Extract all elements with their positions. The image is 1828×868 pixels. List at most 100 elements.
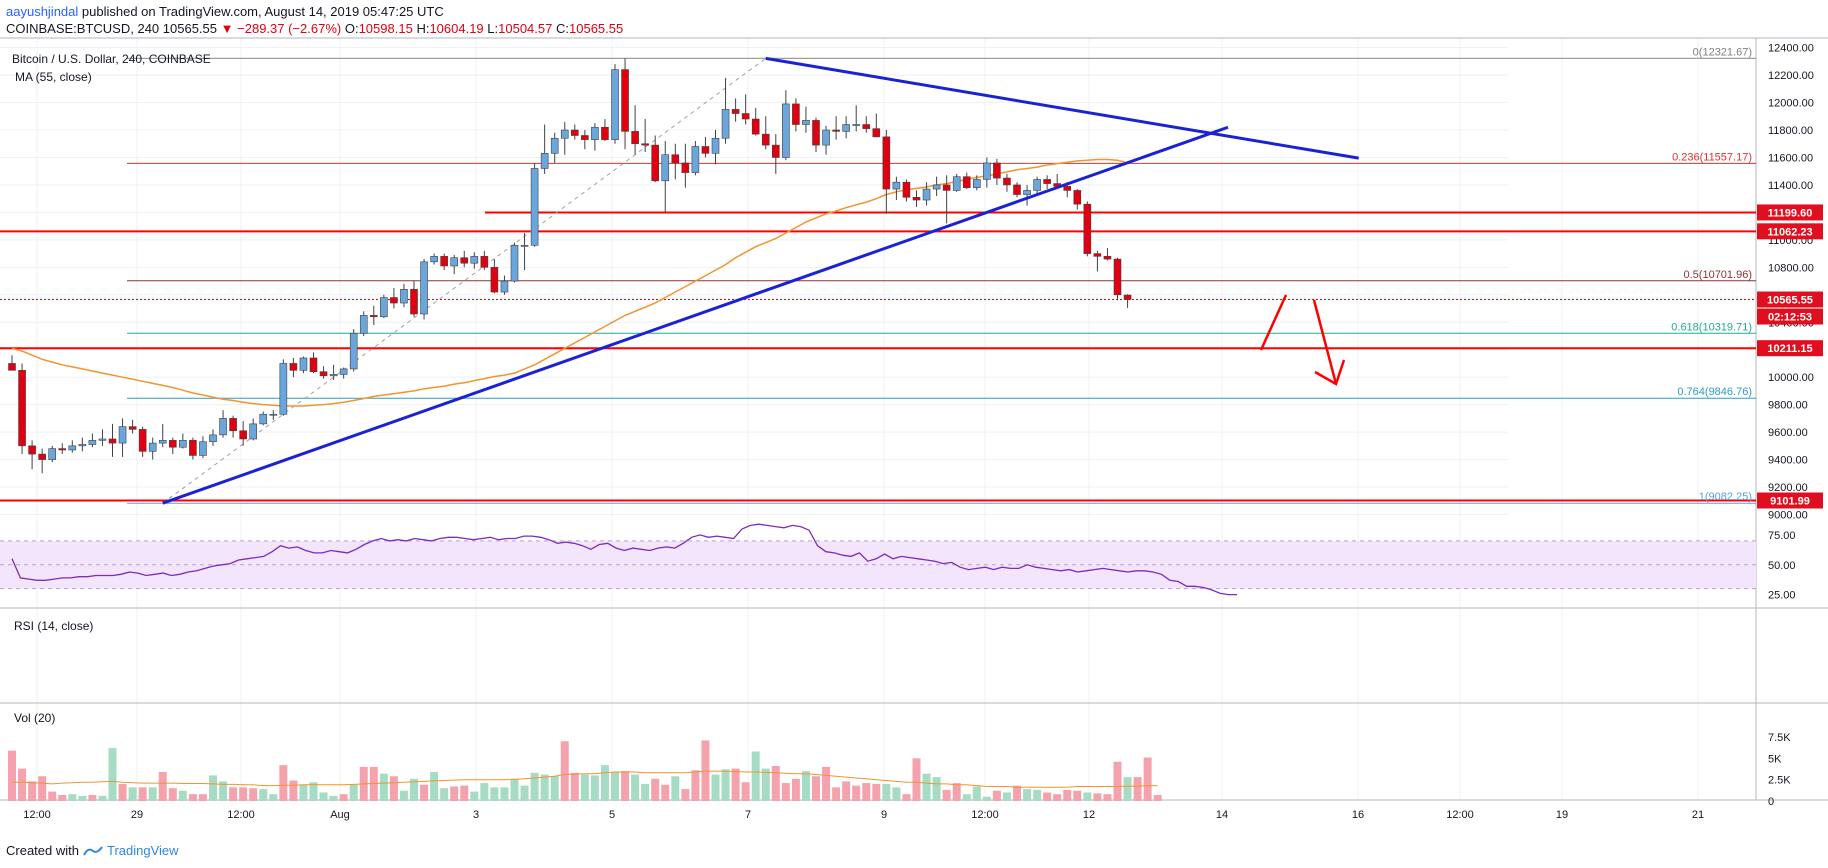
candle: [189, 437, 197, 460]
volume-bar: [902, 794, 911, 801]
candle: [1023, 184, 1031, 206]
volume-bar: [440, 788, 449, 801]
price-tick: 11800.00: [1768, 125, 1813, 137]
candle-body: [500, 280, 509, 293]
volume-bar: [339, 794, 348, 801]
candle: [530, 162, 539, 247]
fib-label: 0.236(11557.17): [1672, 151, 1752, 163]
candle: [983, 157, 991, 188]
candle: [731, 98, 740, 122]
fib-label: 0.5(10701.96): [1684, 269, 1753, 281]
volume-bar: [1113, 761, 1122, 801]
candle-body: [882, 136, 891, 190]
volume-tick: 2.5K: [1768, 775, 1791, 787]
candle: [1083, 201, 1092, 257]
rsi-legend: RSI (14, close): [14, 619, 93, 633]
candle-body: [651, 144, 660, 182]
candle-body: [1123, 294, 1132, 300]
volume-bar: [279, 765, 288, 801]
price-tick: 9800.00: [1768, 400, 1808, 412]
candle: [651, 135, 660, 183]
candle: [1003, 173, 1011, 192]
price-label-text: 9101.99: [1770, 496, 1810, 508]
candle-body: [570, 129, 579, 136]
candle-body: [98, 438, 107, 441]
price-label-bg: [1757, 204, 1823, 221]
time-tick: 12: [1083, 809, 1095, 821]
candle-body: [158, 440, 167, 444]
candle: [681, 143, 690, 188]
candle: [400, 283, 408, 308]
candle-body: [199, 441, 207, 456]
trendlines[interactable]: [162, 56, 1359, 505]
open-value: 10598.15: [358, 21, 413, 36]
volume-tick: 7.5K: [1768, 732, 1791, 744]
price-label: 11062.23: [1757, 223, 1823, 240]
volume-bar: [450, 786, 459, 801]
volume-bar: [832, 787, 841, 801]
time-tick: 5: [609, 809, 615, 821]
candle: [430, 253, 438, 265]
time-axis[interactable]: 12:00 29 12:00 Aug 3 5 7 9 12:00 12 14 16 12:00 19 21: [23, 809, 1704, 821]
candle-body: [309, 357, 318, 372]
candle-body: [339, 368, 348, 375]
candle-body: [993, 162, 1001, 179]
rsi-tick: 25.00: [1768, 590, 1796, 602]
candle-body: [18, 370, 26, 447]
candle: [581, 130, 589, 150]
candle: [289, 357, 298, 378]
candle: [169, 437, 177, 455]
rsi-line: [11, 523, 1237, 596]
volume-bar: [781, 783, 790, 801]
candle: [500, 275, 509, 295]
volume-bar: [219, 781, 228, 801]
candle: [771, 134, 780, 174]
price-axis[interactable]: 12400.00 12200.00 12000.00 11800.00 11600.00…: [1757, 43, 1823, 522]
candle-body: [983, 162, 991, 180]
candle: [741, 94, 750, 125]
candle-body: [872, 128, 881, 138]
volume-bar: [178, 790, 187, 801]
candle: [1043, 175, 1051, 190]
volume-bar: [992, 790, 1001, 801]
volume-bar: [500, 787, 509, 801]
candle-body: [510, 245, 519, 282]
candle: [269, 410, 278, 420]
price-label-text: 11199.60: [1768, 207, 1813, 219]
tradingview-brand[interactable]: TradingView: [106, 843, 179, 858]
candle-body: [932, 184, 941, 190]
down-arrow: [1312, 299, 1338, 385]
candle: [450, 254, 459, 275]
volume-bar: [711, 774, 720, 801]
volume-bar: [1143, 757, 1152, 801]
volume-bar: [932, 777, 941, 801]
candle-body: [1043, 179, 1051, 184]
candle: [239, 421, 247, 446]
candle: [58, 443, 67, 455]
candle-body: [902, 181, 911, 198]
author-link[interactable]: aayushjindal: [6, 4, 79, 19]
candle: [932, 176, 941, 196]
candle: [88, 433, 97, 448]
volume-bar: [852, 785, 861, 801]
horizontal-levels: [0, 211, 1756, 502]
candle: [611, 64, 619, 144]
volume-bar: [430, 771, 439, 801]
candle-body: [952, 176, 961, 191]
volume-bar: [38, 776, 47, 801]
last-price: 10565.55: [162, 21, 218, 36]
volume-bar: [952, 783, 961, 801]
candle: [349, 329, 358, 372]
volume-bar: [942, 789, 951, 801]
candle-body: [1093, 253, 1102, 257]
candle: [802, 106, 810, 133]
volume-bar: [912, 758, 921, 801]
volume-bar: [681, 789, 690, 801]
volume-bar: [1033, 789, 1042, 801]
candle-body: [108, 438, 117, 444]
time-tick: 9: [881, 809, 887, 821]
candlesticks[interactable]: [8, 58, 1132, 474]
candle: [812, 117, 820, 152]
candle-body: [369, 315, 378, 318]
